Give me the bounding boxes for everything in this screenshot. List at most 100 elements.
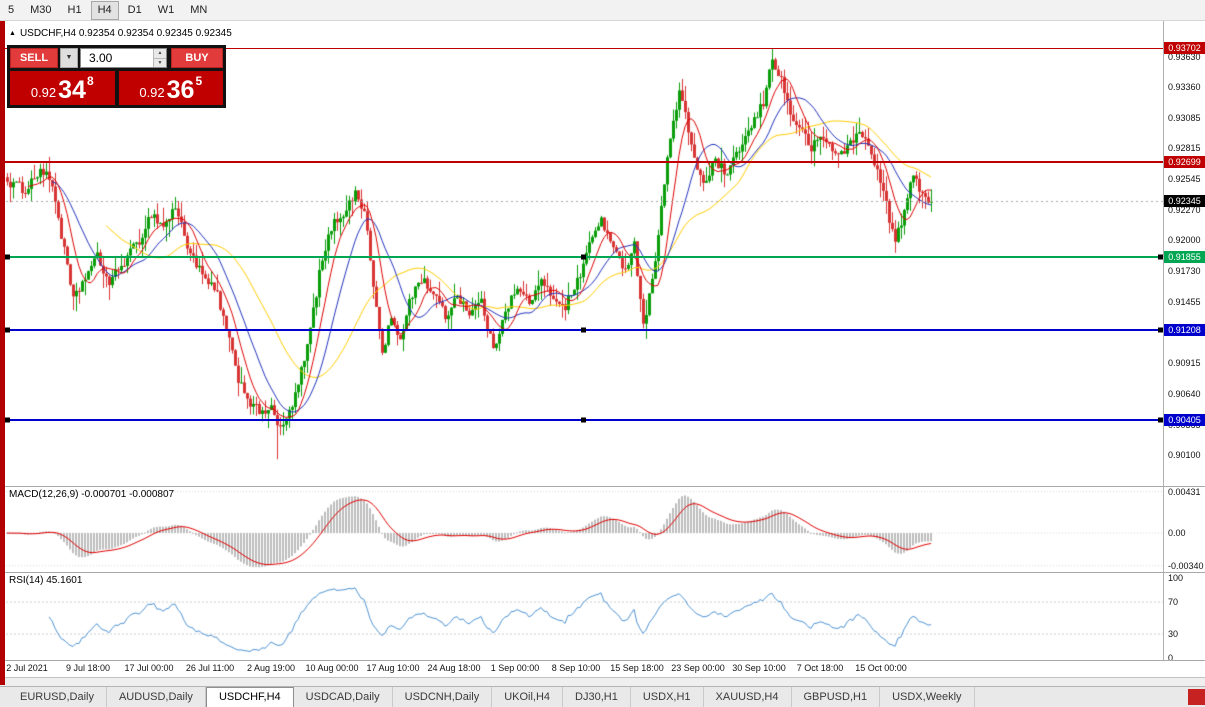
sell-button[interactable]: SELL (10, 48, 58, 68)
price-axis-tick: 0.93085 (1168, 113, 1201, 123)
hline-support-blue-upper[interactable] (5, 327, 1163, 333)
rsi-panel-separator (5, 572, 1205, 573)
current-price-badge: 0.92345 (1164, 195, 1205, 208)
buy-price-prefix: 0.92 (139, 85, 165, 100)
line-handle[interactable] (5, 327, 10, 333)
chart-title: ▲ USDCHF,H4 0.92354 0.92354 0.92345 0.923… (9, 28, 232, 39)
sell-price-point: 8 (86, 74, 94, 88)
buy-price-point: 5 (195, 74, 203, 88)
timeframe-button-5[interactable]: 5 (8, 3, 15, 16)
price-axis-tick: 0.90100 (1168, 449, 1201, 460)
volume-input[interactable]: 3.00 ▲ ▼ (80, 48, 167, 68)
time-axis-label: 9 Jul 18:00 (65, 663, 111, 673)
chevron-down-icon: ▼ (65, 54, 73, 61)
window-corner-marker (1188, 689, 1205, 705)
timeframe-button-w1[interactable]: W1 (157, 3, 175, 16)
line-handle[interactable] (5, 417, 10, 423)
time-axis-label: 30 Sep 10:00 (732, 663, 786, 673)
timeframe-button-m30[interactable]: M30 (30, 3, 52, 16)
price-axis-tick: 0.92815 (1168, 143, 1201, 154)
tab-eurusd-daily[interactable]: EURUSD,Daily (8, 687, 107, 707)
sell-price-display[interactable]: 0.92 34 8 (10, 71, 115, 105)
hline-support-blue-lower[interactable] (5, 417, 1163, 423)
window-bottom-frame (0, 677, 1205, 686)
line-handle[interactable] (1158, 254, 1163, 260)
collapse-arrow-icon[interactable]: ▲ (9, 30, 16, 37)
chart-window-left-border (0, 21, 5, 685)
volume-up-arrow-icon[interactable]: ▲ (153, 49, 166, 59)
hline-resistance-lower[interactable] (5, 160, 1163, 163)
tab-usdcad-daily[interactable]: USDCAD,Daily (294, 687, 393, 707)
time-axis-label: 2 Aug 19:00 (246, 663, 296, 673)
line-handle[interactable] (5, 254, 10, 260)
line-handle[interactable] (581, 327, 586, 333)
tab-usdchf-h4[interactable]: USDCHF,H4 (205, 687, 294, 707)
chart-tab-bar: EURUSD,Daily AUDUSD,Daily USDCHF,H4 USDCAD,… (0, 686, 1205, 707)
timeframe-toolbar: 5 M30 H1 H4 D1 W1 MN (0, 0, 1205, 21)
tab-audusd-daily[interactable]: AUDUSD,Daily (107, 687, 206, 707)
time-axis-label: 17 Jul 00:00 (124, 663, 174, 673)
price-axis-tick: 0.92545 (1168, 173, 1201, 184)
resistance-lower-badge: 0.92699 (1164, 155, 1205, 168)
hline-resistance-upper[interactable] (5, 47, 1163, 49)
hline-support-green[interactable] (5, 254, 1163, 260)
rsi-axis-tick: 0 (1168, 653, 1174, 663)
order-type-dropdown[interactable]: ▼ (60, 48, 78, 68)
line-handle[interactable] (1158, 327, 1163, 333)
price-axis-tick: 0.93630 (1168, 51, 1201, 62)
time-axis-label: 10 Aug 00:00 (305, 663, 359, 673)
time-axis-label: 7 Oct 18:00 (796, 663, 844, 673)
tab-xauusd-h4[interactable]: XAUUSD,H4 (704, 687, 792, 707)
macd-axis-tick: 0.00431 (1168, 486, 1201, 497)
timeframe-button-mn[interactable]: MN (190, 3, 208, 16)
line-handle[interactable] (581, 417, 586, 423)
time-axis-separator (5, 660, 1205, 661)
rsi-axis-tick: 30 (1168, 629, 1179, 639)
time-axis-label: 1 Sep 00:00 (490, 663, 540, 673)
time-axis-label: 26 Jul 11:00 (185, 663, 235, 673)
tab-dj30-h1[interactable]: DJ30,H1 (563, 687, 631, 707)
tab-usdx-h1[interactable]: USDX,H1 (631, 687, 704, 707)
tab-usdcnh-daily[interactable]: USDCNH,Daily (393, 687, 493, 707)
volume-spinner: ▲ ▼ (153, 49, 166, 67)
timeframe-button-h1[interactable]: H1 (67, 3, 82, 16)
volume-down-arrow-icon[interactable]: ▼ (153, 58, 166, 67)
support-blue-upper-badge: 0.91208 (1164, 323, 1205, 336)
line-handle[interactable] (581, 254, 586, 260)
time-axis-label: 2 Jul 2021 (6, 663, 48, 673)
rsi-axis-tick: 100 (1168, 573, 1184, 583)
volume-value: 3.00 (89, 51, 113, 65)
price-axis-tick: 0.91730 (1168, 265, 1201, 276)
time-axis-label: 23 Sep 00:00 (671, 663, 725, 673)
buy-price-display[interactable]: 0.92 36 5 (118, 71, 223, 105)
sell-price-pips: 34 (58, 76, 86, 104)
buy-price-pips: 36 (166, 76, 195, 104)
macd-panel-separator (5, 486, 1205, 487)
timeframe-button-d1[interactable]: D1 (127, 3, 142, 16)
price-axis-border (1163, 21, 1164, 661)
line-handle[interactable] (1158, 417, 1163, 423)
tab-usdx-weekly[interactable]: USDX,Weekly (880, 687, 975, 707)
support-green-badge: 0.91855 (1164, 250, 1205, 263)
timeframe-button-h4[interactable]: H4 (90, 0, 119, 20)
time-axis-label: 17 Aug 10:00 (366, 663, 420, 673)
price-axis-tick: 0.92270 (1168, 204, 1201, 215)
macd-axis-tick: -0.00340 (1168, 560, 1204, 571)
rsi-label: RSI(14) 45.1601 (9, 575, 83, 586)
macd-label: MACD(12,26,9) -0.000701 -0.000807 (9, 489, 175, 500)
price-axis-tick: 0.91455 (1168, 296, 1201, 307)
price-axis-tick: 0.93360 (1168, 81, 1201, 92)
tab-gbpusd-h1[interactable]: GBPUSD,H1 (792, 687, 881, 707)
price-axis-tick: 0.90640 (1168, 388, 1201, 399)
rsi-axis-tick: 70 (1168, 597, 1179, 607)
one-click-trading-panel: SELL ▼ 3.00 ▲ ▼ BUY 0.92 34 8 0.92 36 5 (7, 45, 226, 108)
price-axis-tick: 0.92000 (1168, 235, 1201, 246)
macd-axis-tick: 0.00 (1168, 528, 1186, 538)
tab-ukoil-h4[interactable]: UKOil,H4 (492, 687, 564, 707)
sell-price-prefix: 0.92 (30, 85, 57, 100)
buy-button[interactable]: BUY (171, 48, 223, 68)
time-axis-label: 24 Aug 18:00 (427, 663, 481, 673)
support-blue-lower-badge: 0.90405 (1164, 414, 1205, 427)
